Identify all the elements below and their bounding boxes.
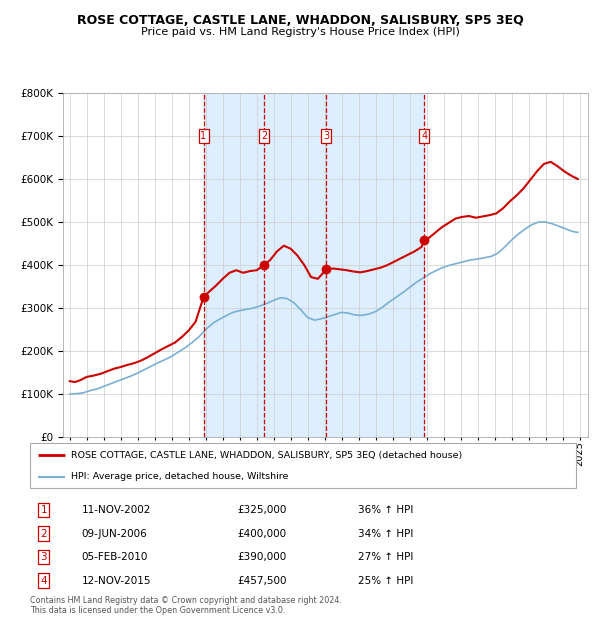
Bar <box>203 93 264 437</box>
Text: £400,000: £400,000 <box>238 529 287 539</box>
Text: ROSE COTTAGE, CASTLE LANE, WHADDON, SALISBURY, SP5 3EQ: ROSE COTTAGE, CASTLE LANE, WHADDON, SALI… <box>77 14 523 27</box>
Point <box>322 264 331 274</box>
Point <box>419 236 429 246</box>
Text: 11-NOV-2002: 11-NOV-2002 <box>82 505 151 515</box>
Text: HPI: Average price, detached house, Wiltshire: HPI: Average price, detached house, Wilt… <box>71 472 289 481</box>
Text: 3: 3 <box>40 552 47 562</box>
Text: 3: 3 <box>323 131 329 141</box>
Text: £390,000: £390,000 <box>238 552 287 562</box>
Text: 09-JUN-2006: 09-JUN-2006 <box>82 529 148 539</box>
Text: 1: 1 <box>40 505 47 515</box>
Text: £325,000: £325,000 <box>238 505 287 515</box>
Text: 25% ↑ HPI: 25% ↑ HPI <box>358 575 413 586</box>
Text: 34% ↑ HPI: 34% ↑ HPI <box>358 529 413 539</box>
Point <box>199 293 208 303</box>
Text: 36% ↑ HPI: 36% ↑ HPI <box>358 505 413 515</box>
Text: Price paid vs. HM Land Registry's House Price Index (HPI): Price paid vs. HM Land Registry's House … <box>140 27 460 37</box>
Text: Contains HM Land Registry data © Crown copyright and database right 2024.: Contains HM Land Registry data © Crown c… <box>30 596 342 606</box>
Text: 27% ↑ HPI: 27% ↑ HPI <box>358 552 413 562</box>
Text: 4: 4 <box>421 131 427 141</box>
Text: ROSE COTTAGE, CASTLE LANE, WHADDON, SALISBURY, SP5 3EQ (detached house): ROSE COTTAGE, CASTLE LANE, WHADDON, SALI… <box>71 451 462 460</box>
Point <box>259 260 269 270</box>
Text: This data is licensed under the Open Government Licence v3.0.: This data is licensed under the Open Gov… <box>30 606 286 616</box>
Text: £457,500: £457,500 <box>238 575 287 586</box>
Text: 2: 2 <box>261 131 267 141</box>
Bar <box>264 93 326 437</box>
Bar <box>326 93 424 437</box>
Text: 05-FEB-2010: 05-FEB-2010 <box>82 552 148 562</box>
Text: 2: 2 <box>40 529 47 539</box>
Text: 4: 4 <box>40 575 47 586</box>
Text: 12-NOV-2015: 12-NOV-2015 <box>82 575 151 586</box>
Text: 1: 1 <box>200 131 206 141</box>
